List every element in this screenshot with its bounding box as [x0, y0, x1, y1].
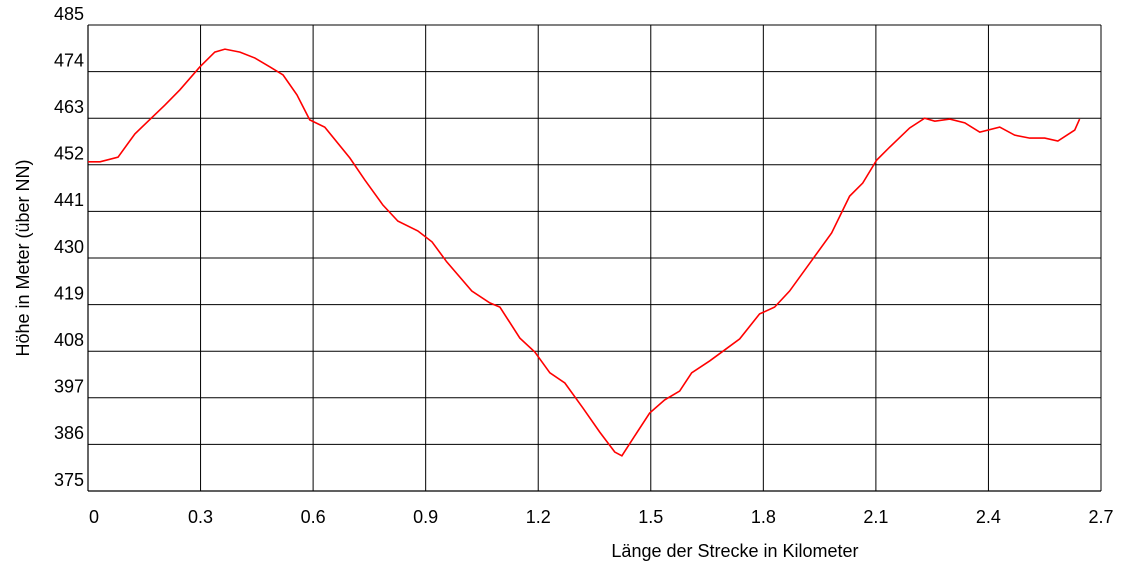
x-tick-label: 0: [89, 507, 99, 527]
y-tick-label: 452: [54, 144, 84, 164]
x-tick-label: 0.6: [301, 507, 326, 527]
y-tick-label: 485: [54, 4, 84, 24]
y-tick-label: 430: [54, 237, 84, 257]
line-series: [88, 48, 1081, 457]
x-axis-label: Länge der Strecke in Kilometer: [611, 541, 858, 561]
y-axis-label: Höhe in Meter (über NN): [13, 159, 33, 356]
y-tick-label: 474: [54, 50, 84, 70]
y-tick-label: 408: [54, 330, 84, 350]
x-tick-label: 0.9: [413, 507, 438, 527]
y-tick-label: 463: [54, 97, 84, 117]
x-tick-label: 2.4: [976, 507, 1001, 527]
x-tick-label: 2.1: [863, 507, 888, 527]
x-tick-label: 2.7: [1088, 507, 1113, 527]
y-tick-label: 375: [54, 470, 84, 490]
x-tick-label: 0.3: [188, 507, 213, 527]
y-tick-label: 397: [54, 377, 84, 397]
x-tick-label: 1.5: [638, 507, 663, 527]
y-tick-label: 419: [54, 283, 84, 303]
x-tick-label: 1.2: [526, 507, 551, 527]
y-tick-label: 386: [54, 423, 84, 443]
x-tick-label: 1.8: [751, 507, 776, 527]
y-tick-label: 441: [54, 190, 84, 210]
